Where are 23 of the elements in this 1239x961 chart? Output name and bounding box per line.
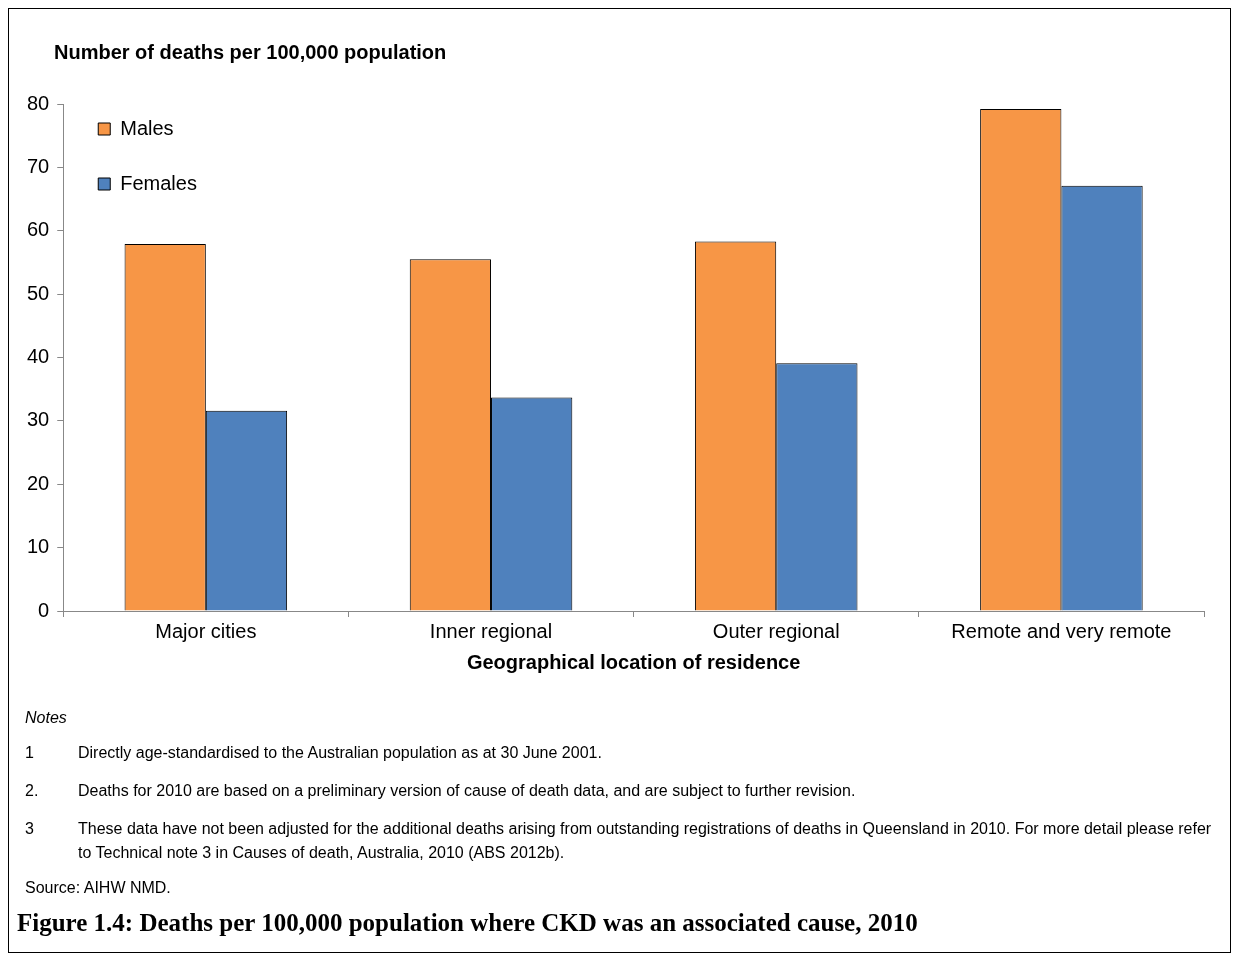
y-tick-label: 30 bbox=[27, 408, 50, 431]
text: 3 These data have not been adjusted for the additional deaths arising from outstanding registrations of deaths in Queensland in 2010. For more detail please refer to Technical note 3 in Causes of death, Australia, 2010 (ABS 2012b). bbox=[25, 820, 1212, 861]
y-tick-label: 70 bbox=[27, 154, 50, 177]
text: Notes bbox=[25, 709, 68, 727]
x-tick-label: Remote and very remote bbox=[951, 619, 1172, 642]
y-axis-title: Number of deaths per 100,000 population bbox=[54, 41, 447, 64]
y-tick-label: 80 bbox=[27, 91, 50, 114]
text: 2. Deaths for 2010 are based on a preliminary version of cause of death data, and are subject to further revision. bbox=[25, 782, 856, 799]
legend-label: Males bbox=[120, 116, 174, 139]
y-tick-label: 40 bbox=[27, 345, 50, 368]
source-note: Source: AIHW NMD. bbox=[25, 879, 172, 897]
y-tick-label: 0 bbox=[38, 598, 50, 621]
y-tick-label: 60 bbox=[27, 218, 50, 241]
x-tick-label: Outer regional bbox=[712, 619, 840, 642]
y-tick-label: 10 bbox=[27, 535, 50, 558]
y-tick-label: 50 bbox=[27, 281, 50, 304]
y-tick-label: 20 bbox=[27, 471, 50, 494]
text: 1 Directly age-standardised to the Australian population as at 30 June 2001. bbox=[25, 744, 602, 761]
x-tick-label: Major cities bbox=[155, 619, 257, 642]
x-tick-label: Inner regional bbox=[429, 619, 553, 642]
x-axis-title: Geographical location of residence bbox=[466, 650, 801, 673]
legend-label: Females bbox=[120, 171, 197, 194]
text: Figure 1.4: Deaths per 100,000 population where CKD was an associated cause, 2010 bbox=[17, 909, 918, 937]
